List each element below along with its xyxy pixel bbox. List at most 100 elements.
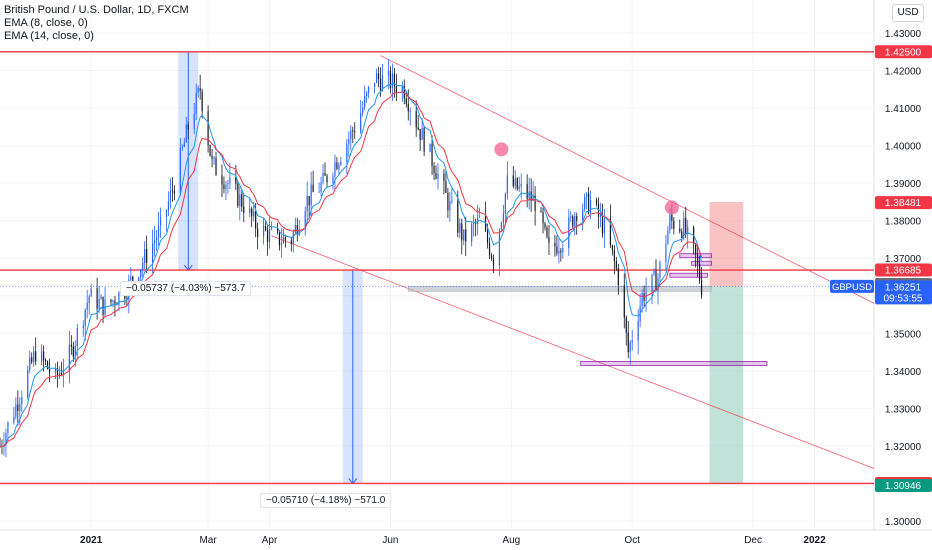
candle-body bbox=[603, 218, 606, 234]
candle-body bbox=[324, 173, 326, 176]
candle-body bbox=[298, 229, 300, 235]
candle-body bbox=[90, 288, 92, 297]
candle-body bbox=[19, 403, 21, 412]
candle-body bbox=[296, 225, 298, 235]
candle-body bbox=[140, 269, 142, 278]
currency-button[interactable]: USD bbox=[892, 4, 924, 22]
price-label-box bbox=[875, 263, 932, 277]
candle-body bbox=[611, 245, 613, 251]
candle-body bbox=[395, 85, 397, 93]
candle-body bbox=[195, 92, 197, 115]
candle-body bbox=[443, 173, 445, 182]
candle-body bbox=[152, 243, 154, 264]
candle-body bbox=[58, 372, 61, 376]
price-label-box bbox=[875, 478, 932, 492]
candle-body bbox=[687, 227, 689, 234]
price-label: 1.38481 bbox=[885, 198, 922, 209]
candle-body bbox=[679, 228, 681, 232]
x-tick-label: Jun bbox=[382, 535, 398, 546]
candle-body bbox=[320, 182, 322, 192]
candle-body bbox=[673, 220, 675, 229]
candle-body bbox=[270, 227, 273, 230]
candle-body bbox=[530, 191, 532, 202]
candle-body bbox=[102, 296, 104, 316]
candle-body bbox=[568, 217, 570, 249]
candle-body bbox=[375, 73, 378, 83]
price-label: 1.30946 bbox=[885, 481, 922, 492]
candle-body bbox=[417, 127, 419, 130]
candle-body bbox=[346, 143, 348, 162]
candle-body bbox=[657, 277, 659, 291]
ema-8-line bbox=[0, 82, 703, 447]
candle-body bbox=[332, 176, 334, 183]
ema-fast-label[interactable]: EMA (8, close, 0) bbox=[4, 17, 88, 29]
candle-body bbox=[290, 240, 292, 244]
candle-body bbox=[21, 397, 23, 404]
y-tick-label: 1.32000 bbox=[885, 442, 922, 453]
candle-body bbox=[421, 127, 423, 140]
candle-body bbox=[429, 143, 431, 152]
candle-body bbox=[560, 250, 562, 253]
candle-body bbox=[112, 300, 114, 303]
candle-body bbox=[387, 70, 390, 76]
price-label-box bbox=[875, 280, 932, 305]
candle-body bbox=[556, 246, 558, 254]
candle-body bbox=[401, 86, 403, 93]
x-tick-label: Oct bbox=[624, 535, 640, 546]
candle-body bbox=[459, 223, 461, 233]
candle-body bbox=[516, 178, 518, 189]
candle-body bbox=[227, 183, 229, 185]
short-target-zone bbox=[709, 286, 744, 484]
candle-body bbox=[159, 217, 162, 226]
candle-body bbox=[96, 288, 98, 310]
candle-body bbox=[562, 248, 564, 253]
y-tick-label: 1.40000 bbox=[885, 142, 922, 153]
candle-body bbox=[84, 309, 86, 326]
support-box bbox=[669, 272, 708, 278]
short-stop-zone bbox=[709, 201, 744, 287]
symbol-title[interactable]: British Pound / U.S. Dollar, 1D, FXCM bbox=[4, 4, 189, 16]
y-tick-label: 1.35000 bbox=[885, 329, 922, 340]
candle-body bbox=[144, 249, 146, 263]
candle-body bbox=[255, 211, 257, 229]
candle-body bbox=[463, 229, 465, 241]
candle-body bbox=[48, 368, 51, 373]
candle-body bbox=[601, 214, 604, 234]
candle-body bbox=[381, 75, 384, 91]
candle-body bbox=[362, 107, 364, 114]
candle-body bbox=[574, 216, 576, 227]
candle-body bbox=[44, 360, 47, 362]
candle-body bbox=[294, 225, 296, 233]
candle-body bbox=[74, 345, 76, 357]
ema-slow-label[interactable]: EMA (14, close, 0) bbox=[4, 30, 94, 42]
candle-body bbox=[179, 147, 181, 194]
candle-body bbox=[138, 277, 140, 282]
candle-body bbox=[31, 357, 33, 362]
candle-body bbox=[157, 225, 160, 238]
candle-body bbox=[266, 230, 269, 242]
candle-body bbox=[389, 70, 392, 88]
candle-body bbox=[76, 327, 78, 346]
candle-body bbox=[465, 229, 467, 242]
candle-body bbox=[132, 276, 134, 282]
candle-body bbox=[364, 96, 366, 108]
candle-body bbox=[318, 191, 320, 193]
candle-body bbox=[187, 124, 189, 130]
candle-body bbox=[310, 184, 312, 206]
candle-body bbox=[33, 351, 35, 362]
candle-body bbox=[41, 351, 43, 362]
candle-body bbox=[457, 200, 459, 233]
candle-body bbox=[554, 242, 556, 247]
candle-body bbox=[667, 230, 669, 245]
price-label: 1.36251 bbox=[885, 282, 922, 293]
candle-body bbox=[526, 184, 528, 199]
candle-body bbox=[326, 175, 328, 183]
top-marker bbox=[494, 142, 509, 157]
candle-body bbox=[379, 79, 382, 91]
candle-body bbox=[211, 155, 213, 159]
candle-body bbox=[461, 223, 463, 241]
candle-body bbox=[126, 298, 128, 300]
candle-body bbox=[407, 103, 409, 112]
candle-body bbox=[241, 194, 243, 207]
